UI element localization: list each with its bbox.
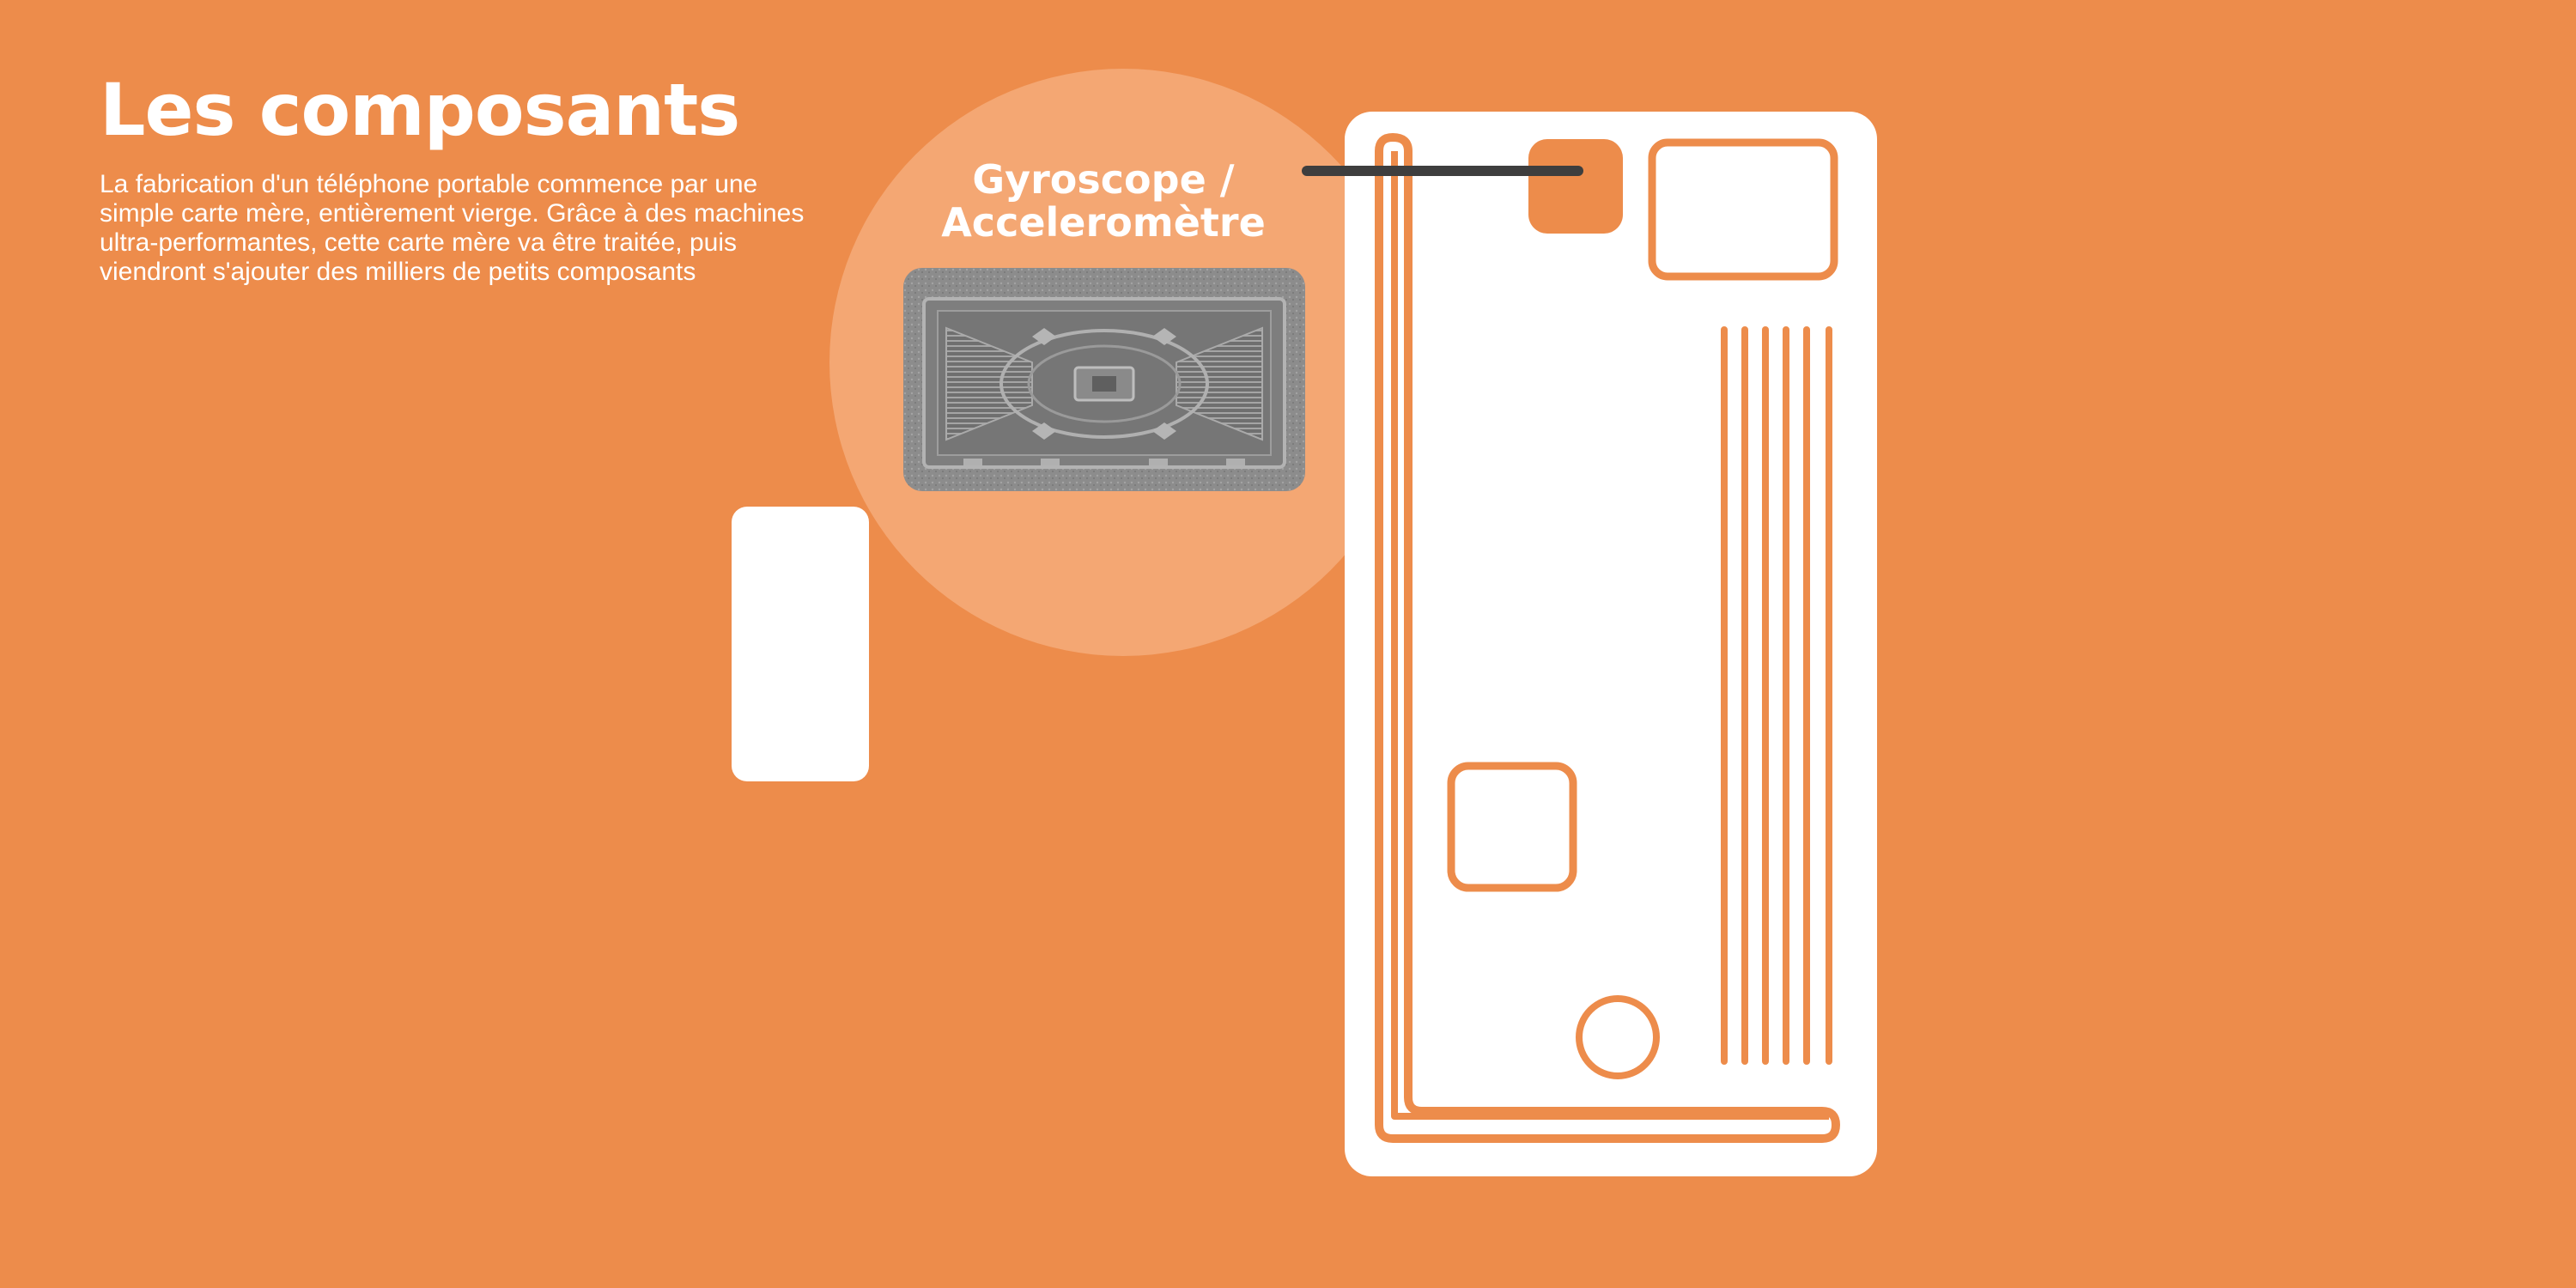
motherboard [1345,112,1877,1176]
component-title-line-2: Acceleromètre [941,199,1266,246]
battery-component [732,507,869,781]
component-title-line-1: Gyroscope / [972,156,1235,203]
component-title: Gyroscope / Acceleromètre [893,158,1314,244]
page-title: Les composants [100,68,740,152]
circuit-trace-inner [1391,151,1829,1120]
gyroscope-chip [1528,139,1623,234]
connector-pins [1721,326,1832,1065]
camera-module [1648,138,1838,281]
round-component [1576,995,1660,1079]
processor-chip [1447,762,1577,892]
intro-paragraph: La fabrication d'un téléphone portable c… [100,170,805,286]
circuit-trace-outer [1375,132,1841,1143]
chip-micrograph-image [903,268,1305,491]
